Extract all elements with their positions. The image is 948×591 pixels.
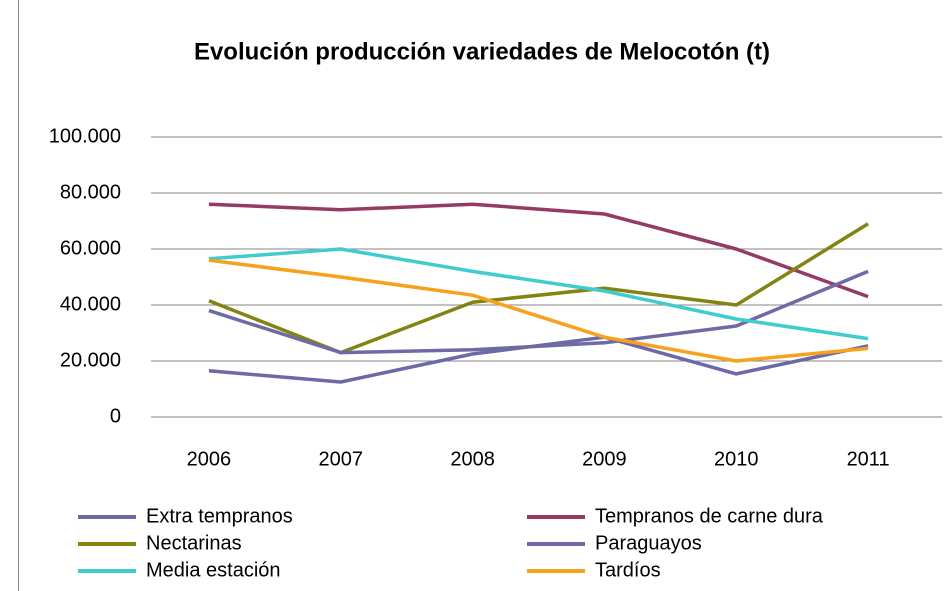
legend-label: Extra tempranos <box>146 505 293 527</box>
y-tick-label: 100.000 <box>49 125 121 147</box>
y-tick-label: 80.000 <box>60 181 121 203</box>
y-tick-label: 0 <box>110 405 121 427</box>
y-tick-label: 40.000 <box>60 293 121 315</box>
series-line <box>208 202 869 299</box>
legend-label: Tardíos <box>595 559 661 581</box>
legend-label: Tempranos de carne dura <box>595 505 824 527</box>
x-tick-label: 2008 <box>450 448 495 470</box>
y-tick-label: 20.000 <box>60 349 121 371</box>
chart-frame <box>18 0 948 591</box>
x-tick-label: 2007 <box>319 448 364 470</box>
x-tick-label: 2011 <box>847 448 890 470</box>
series-line <box>208 269 869 355</box>
x-tick-label: 2006 <box>187 448 232 470</box>
chart-title: Evolución producción variedades de Meloc… <box>194 38 770 65</box>
series-line <box>208 258 869 363</box>
legend-label: Nectarinas <box>146 532 242 554</box>
legend-label: Paraguayos <box>595 532 702 554</box>
x-tick-label: 2009 <box>582 448 627 470</box>
legend-label: Media estación <box>146 559 281 581</box>
x-tick-label: 2010 <box>714 448 759 470</box>
y-tick-label: 60.000 <box>60 237 121 259</box>
series-line <box>208 247 869 341</box>
